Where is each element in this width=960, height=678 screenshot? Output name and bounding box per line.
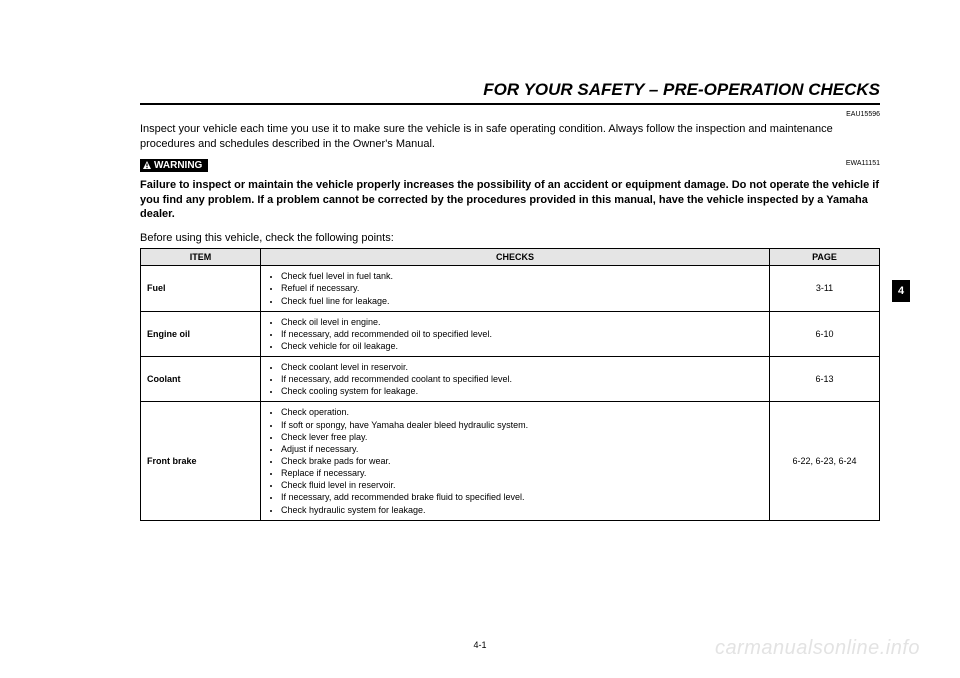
warning-triangle-icon (142, 160, 152, 170)
table-row: Fuel Check fuel level in fuel tank. Refu… (141, 266, 880, 311)
cell-page: 6-13 (770, 357, 880, 402)
page-title: FOR YOUR SAFETY – PRE-OPERATION CHECKS (483, 80, 880, 99)
check-item: Check fuel line for leakage. (281, 295, 763, 307)
check-item: If necessary, add recommended oil to spe… (281, 328, 763, 340)
check-item: Check vehicle for oil leakage. (281, 340, 763, 352)
warning-label-text: WARNING (154, 160, 202, 171)
table-row: Coolant Check coolant level in reservoir… (141, 357, 880, 402)
doc-code-2: EWA11151 (846, 160, 880, 167)
col-header-checks: CHECKS (261, 249, 770, 266)
cell-page: 3-11 (770, 266, 880, 311)
cell-item: Engine oil (141, 311, 261, 356)
section-tab: 4 (892, 280, 910, 302)
check-item: If necessary, add recommended coolant to… (281, 373, 763, 385)
check-item: Check coolant level in reservoir. (281, 361, 763, 373)
check-item: Adjust if necessary. (281, 443, 763, 455)
check-item: Replace if necessary. (281, 467, 763, 479)
check-item: Check fuel level in fuel tank. (281, 270, 763, 282)
col-header-item: ITEM (141, 249, 261, 266)
cell-item: Front brake (141, 402, 261, 520)
cell-checks: Check operation. If soft or spongy, have… (261, 402, 770, 520)
check-item: Check brake pads for wear. (281, 455, 763, 467)
check-item: Check oil level in engine. (281, 316, 763, 328)
check-item: Check lever free play. (281, 431, 763, 443)
intro-text: Inspect your vehicle each time you use i… (140, 122, 880, 152)
check-item: Check fluid level in reservoir. (281, 479, 763, 491)
warning-paragraph: Failure to inspect or maintain the vehic… (140, 178, 880, 223)
manual-page: FOR YOUR SAFETY – PRE-OPERATION CHECKS E… (0, 0, 960, 561)
cell-item: Fuel (141, 266, 261, 311)
doc-code-1: EAU15596 (140, 111, 880, 118)
check-item: Check cooling system for leakage. (281, 385, 763, 397)
cell-checks: Check fuel level in fuel tank. Refuel if… (261, 266, 770, 311)
cell-checks: Check oil level in engine. If necessary,… (261, 311, 770, 356)
cell-page: 6-10 (770, 311, 880, 356)
checks-table: ITEM CHECKS PAGE Fuel Check fuel level i… (140, 248, 880, 521)
watermark-text: carmanualsonline.info (715, 637, 920, 660)
col-header-page: PAGE (770, 249, 880, 266)
check-item: Check operation. (281, 406, 763, 418)
warning-row: WARNING EWA11151 (140, 158, 880, 176)
check-item: Check hydraulic system for leakage. (281, 504, 763, 516)
table-header-row: ITEM CHECKS PAGE (141, 249, 880, 266)
table-row: Engine oil Check oil level in engine. If… (141, 311, 880, 356)
cell-page: 6-22, 6-23, 6-24 (770, 402, 880, 520)
check-item: If necessary, add recommended brake flui… (281, 491, 763, 503)
title-block: FOR YOUR SAFETY – PRE-OPERATION CHECKS (140, 80, 880, 105)
warning-badge: WARNING (140, 159, 208, 172)
table-row: Front brake Check operation. If soft or … (141, 402, 880, 520)
lead-text: Before using this vehicle, check the fol… (140, 232, 880, 244)
cell-item: Coolant (141, 357, 261, 402)
check-item: If soft or spongy, have Yamaha dealer bl… (281, 419, 763, 431)
check-item: Refuel if necessary. (281, 282, 763, 294)
cell-checks: Check coolant level in reservoir. If nec… (261, 357, 770, 402)
